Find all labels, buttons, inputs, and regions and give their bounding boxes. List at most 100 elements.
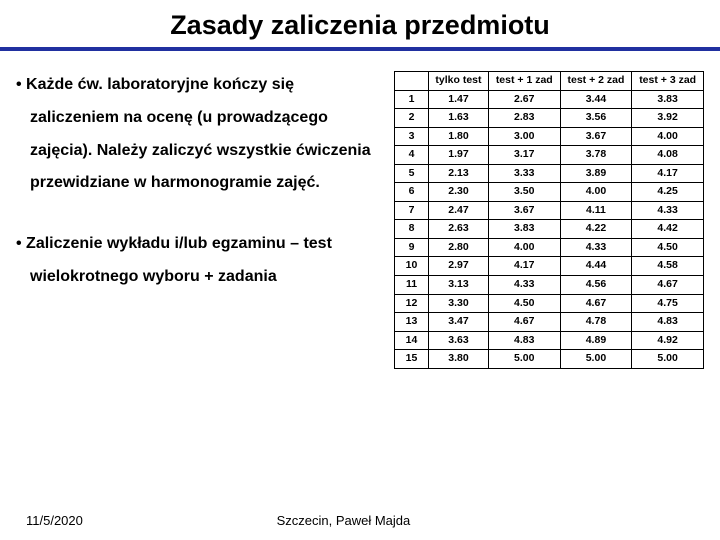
table-cell: 4.56 [560, 276, 632, 295]
table-cell: 5.00 [560, 350, 632, 369]
table-header-cell: test + 2 zad [560, 72, 632, 91]
table-cell: 11 [395, 276, 429, 295]
bullets-region: • Każde ćw. laboratoryjne kończy się zal… [16, 69, 394, 369]
table-cell: 1.97 [429, 146, 489, 165]
footer: 11/5/2020 Szczecin, Paweł Majda [0, 513, 720, 528]
table-row: 133.474.674.784.83 [395, 313, 704, 332]
table-row: 21.632.833.563.92 [395, 109, 704, 128]
table-cell: 3.83 [488, 220, 560, 239]
table-cell: 2.63 [429, 220, 489, 239]
grade-table: tylko test test + 1 zad test + 2 zad tes… [394, 71, 704, 369]
table-cell: 4.17 [632, 164, 704, 183]
table-cell: 3.56 [560, 109, 632, 128]
table-cell: 7 [395, 201, 429, 220]
table-row: 123.304.504.674.75 [395, 294, 704, 313]
table-header-cell [395, 72, 429, 91]
table-row: 11.472.673.443.83 [395, 90, 704, 109]
table-cell: 2.97 [429, 257, 489, 276]
table-cell: 9 [395, 238, 429, 257]
table-cell: 10 [395, 257, 429, 276]
table-cell: 4 [395, 146, 429, 165]
table-cell: 2.47 [429, 201, 489, 220]
content-area: • Każde ćw. laboratoryjne kończy się zal… [0, 69, 720, 369]
table-cell: 5 [395, 164, 429, 183]
table-cell: 13 [395, 313, 429, 332]
table-cell: 4.67 [488, 313, 560, 332]
table-cell: 3.83 [632, 90, 704, 109]
table-cell: 3.78 [560, 146, 632, 165]
bullet-item: • Każde ćw. laboratoryjne kończy się zal… [16, 69, 384, 200]
table-cell: 3.92 [632, 109, 704, 128]
table-cell: 1.63 [429, 109, 489, 128]
table-cell: 3.00 [488, 127, 560, 146]
table-cell: 4.67 [560, 294, 632, 313]
table-row: 31.803.003.674.00 [395, 127, 704, 146]
table-row: 72.473.674.114.33 [395, 201, 704, 220]
table-cell: 4.00 [560, 183, 632, 202]
table-cell: 3.44 [560, 90, 632, 109]
table-cell: 4.78 [560, 313, 632, 332]
table-cell: 4.92 [632, 331, 704, 350]
table-row: 92.804.004.334.50 [395, 238, 704, 257]
table-cell: 1 [395, 90, 429, 109]
table-cell: 12 [395, 294, 429, 313]
table-cell: 4.50 [488, 294, 560, 313]
table-cell: 4.75 [632, 294, 704, 313]
table-cell: 4.17 [488, 257, 560, 276]
table-cell: 4.33 [488, 276, 560, 295]
table-cell: 4.33 [632, 201, 704, 220]
table-header-cell: tylko test [429, 72, 489, 91]
table-cell: 1.80 [429, 127, 489, 146]
title-rule [0, 47, 720, 51]
table-cell: 2.13 [429, 164, 489, 183]
table-cell: 4.33 [560, 238, 632, 257]
table-cell: 2 [395, 109, 429, 128]
table-cell: 6 [395, 183, 429, 202]
table-cell: 8 [395, 220, 429, 239]
table-cell: 4.00 [488, 238, 560, 257]
table-cell: 2.67 [488, 90, 560, 109]
table-cell: 4.83 [632, 313, 704, 332]
table-cell: 2.30 [429, 183, 489, 202]
table-row: 113.134.334.564.67 [395, 276, 704, 295]
table-cell: 4.42 [632, 220, 704, 239]
table-row: 62.303.504.004.25 [395, 183, 704, 202]
table-cell: 2.80 [429, 238, 489, 257]
table-cell: 3.89 [560, 164, 632, 183]
table-header-cell: test + 3 zad [632, 72, 704, 91]
table-cell: 5.00 [632, 350, 704, 369]
table-cell: 1.47 [429, 90, 489, 109]
table-cell: 3.47 [429, 313, 489, 332]
table-row: 82.633.834.224.42 [395, 220, 704, 239]
table-row: 143.634.834.894.92 [395, 331, 704, 350]
table-cell: 3.67 [488, 201, 560, 220]
table-cell: 4.89 [560, 331, 632, 350]
table-cell: 4.11 [560, 201, 632, 220]
table-cell: 4.22 [560, 220, 632, 239]
table-row: 102.974.174.444.58 [395, 257, 704, 276]
table-cell: 4.58 [632, 257, 704, 276]
table-cell: 15 [395, 350, 429, 369]
table-cell: 4.08 [632, 146, 704, 165]
table-cell: 4.50 [632, 238, 704, 257]
footer-author: Szczecin, Paweł Majda [83, 513, 694, 528]
table-cell: 3 [395, 127, 429, 146]
bullet-item: • Zaliczenie wykładu i/lub egzaminu – te… [16, 228, 384, 294]
table-header-cell: test + 1 zad [488, 72, 560, 91]
table-cell: 3.67 [560, 127, 632, 146]
table-cell: 4.44 [560, 257, 632, 276]
table-cell: 3.80 [429, 350, 489, 369]
table-cell: 3.63 [429, 331, 489, 350]
table-header-row: tylko test test + 1 zad test + 2 zad tes… [395, 72, 704, 91]
page-title: Zasady zaliczenia przedmiotu [0, 10, 720, 41]
table-cell: 4.25 [632, 183, 704, 202]
table-cell: 14 [395, 331, 429, 350]
table-cell: 4.83 [488, 331, 560, 350]
table-cell: 5.00 [488, 350, 560, 369]
table-cell: 4.00 [632, 127, 704, 146]
table-cell: 3.33 [488, 164, 560, 183]
table-row: 41.973.173.784.08 [395, 146, 704, 165]
footer-date: 11/5/2020 [26, 513, 83, 528]
table-cell: 4.67 [632, 276, 704, 295]
table-cell: 3.30 [429, 294, 489, 313]
